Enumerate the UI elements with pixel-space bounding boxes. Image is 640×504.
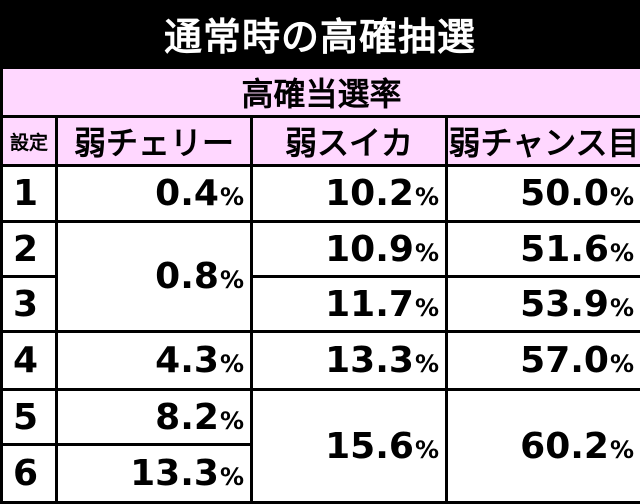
value-cell: 4.3% — [57, 332, 252, 390]
value-number: 15.6 — [325, 426, 414, 467]
value-cell: 51.6% — [447, 222, 640, 277]
header-setting: 設定 — [2, 117, 57, 166]
value-cell: 10.9% — [252, 222, 447, 277]
table-row: 5 8.2% 15.6% 60.2% — [2, 390, 640, 445]
table-row: 4 4.3% 13.3% 57.0% — [2, 332, 640, 390]
value-cell: 0.4% — [57, 166, 252, 222]
value-cell: 57.0% — [447, 332, 640, 390]
value-number: 60.2 — [520, 426, 609, 467]
setting-cell: 3 — [2, 277, 57, 332]
percent-sign: % — [415, 350, 439, 378]
setting-cell: 5 — [2, 390, 57, 445]
value-number: 11.7 — [325, 284, 414, 325]
value-number: 10.2 — [325, 173, 414, 214]
value-cell: 50.0% — [447, 166, 640, 222]
value-cell: 53.9% — [447, 277, 640, 332]
table-subtitle: 高確当選率 — [2, 68, 640, 117]
probability-table: 高確当選率 設定 弱チェリー 弱スイカ 弱チャンス目 1 0.4% 10.2% … — [0, 66, 640, 504]
value-cell: 13.3% — [57, 445, 252, 503]
percent-sign: % — [220, 407, 244, 435]
value-number: 57.0 — [520, 340, 609, 381]
percent-sign: % — [610, 294, 634, 322]
percent-sign: % — [220, 350, 244, 378]
percent-sign: % — [610, 239, 634, 267]
percent-sign: % — [415, 183, 439, 211]
header-weak-chance-eye: 弱チャンス目 — [447, 117, 640, 166]
setting-cell: 6 — [2, 445, 57, 503]
header-weak-cherry: 弱チェリー — [57, 117, 252, 166]
percent-sign: % — [415, 239, 439, 267]
percent-sign: % — [220, 463, 244, 491]
percent-sign: % — [415, 436, 439, 464]
percent-sign: % — [610, 350, 634, 378]
value-cell: 10.2% — [252, 166, 447, 222]
value-cell-merged: 0.8% — [57, 222, 252, 332]
value-number: 13.3 — [130, 453, 219, 494]
value-number: 51.6 — [520, 229, 609, 270]
value-cell: 11.7% — [252, 277, 447, 332]
table-row: 2 0.8% 10.9% 51.6% — [2, 222, 640, 277]
percent-sign: % — [610, 436, 634, 464]
table-row: 1 0.4% 10.2% 50.0% — [2, 166, 640, 222]
percent-sign: % — [415, 294, 439, 322]
value-cell: 8.2% — [57, 390, 252, 445]
value-cell-merged: 15.6% — [252, 390, 447, 503]
value-number: 4.3 — [155, 340, 219, 381]
value-number: 50.0 — [520, 173, 609, 214]
value-cell-merged: 60.2% — [447, 390, 640, 503]
setting-cell: 1 — [2, 166, 57, 222]
percent-sign: % — [220, 266, 244, 294]
setting-cell: 4 — [2, 332, 57, 390]
value-number: 10.9 — [325, 229, 414, 270]
value-number: 0.8 — [155, 256, 219, 297]
value-number: 53.9 — [520, 284, 609, 325]
value-number: 8.2 — [155, 397, 219, 438]
value-number: 13.3 — [325, 340, 414, 381]
setting-cell: 2 — [2, 222, 57, 277]
value-cell: 13.3% — [252, 332, 447, 390]
page-title: 通常時の高確抽選 — [0, 0, 640, 66]
value-number: 0.4 — [155, 173, 219, 214]
percent-sign: % — [220, 183, 244, 211]
header-weak-watermelon: 弱スイカ — [252, 117, 447, 166]
percent-sign: % — [610, 183, 634, 211]
